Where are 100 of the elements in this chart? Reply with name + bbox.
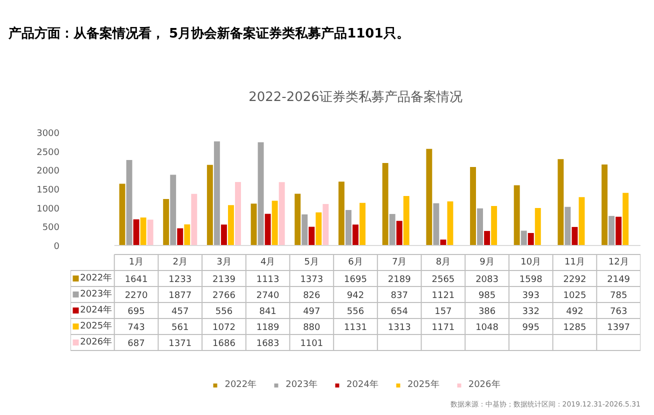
data-label: 1641 — [124, 275, 148, 285]
bar — [294, 194, 301, 246]
data-label: 1113 — [256, 275, 280, 285]
bar — [447, 201, 454, 246]
bar — [272, 200, 278, 246]
bar — [564, 206, 571, 246]
data-label: 1121 — [432, 291, 455, 301]
text: 2025年 — [407, 380, 440, 390]
bar — [206, 164, 213, 246]
data-label: 1686 — [212, 339, 236, 349]
data-label: 1371 — [168, 339, 192, 349]
data-label: 497 — [303, 307, 320, 317]
y-tick-label: 0 — [54, 242, 60, 252]
data-label: 1373 — [300, 275, 324, 285]
x-tick-label: 9月 — [480, 258, 494, 268]
data-label: 1598 — [519, 275, 543, 285]
bar — [191, 194, 198, 246]
data-label: 556 — [346, 307, 364, 317]
data-label: 1048 — [476, 323, 499, 333]
data-label: 841 — [259, 307, 276, 317]
legend-label: 2023年 — [80, 288, 112, 300]
bar — [163, 199, 170, 246]
text: 2022年 — [224, 380, 257, 390]
data-label: 2149 — [607, 275, 630, 285]
bar — [514, 185, 520, 246]
data-label: 386 — [478, 307, 496, 317]
data-label: 1285 — [563, 323, 586, 333]
x-tick-label: 1月 — [128, 258, 144, 268]
x-tick-label: 5月 — [304, 258, 320, 268]
bar — [528, 232, 534, 246]
legend-label: 2025年 — [80, 320, 112, 332]
bar — [316, 212, 322, 246]
bar — [572, 226, 578, 246]
data-label: 2292 — [563, 275, 586, 285]
x-tick-label: 3月 — [216, 258, 232, 268]
data-label: 1131 — [344, 323, 367, 333]
chart-title: 2022-2026证券类私募产品备案情况 — [248, 89, 462, 105]
legend-label: 2024年 — [80, 304, 112, 316]
bar — [322, 204, 329, 246]
data-label: 985 — [478, 291, 496, 301]
bar — [170, 174, 176, 246]
data-label: 157 — [434, 307, 452, 317]
bar — [264, 214, 271, 246]
bar — [426, 148, 432, 246]
text: 产品方面：从备案情况看， 5月协会新备案证券类私募产品1101只。 — [8, 26, 410, 42]
bar — [433, 203, 440, 246]
x-tick-label: 10月 — [520, 258, 542, 268]
data-label: 2083 — [476, 275, 498, 285]
data-label: 1189 — [256, 323, 280, 333]
text: 2023年 — [286, 380, 318, 390]
data-label: 1233 — [168, 275, 192, 285]
bar — [119, 184, 126, 246]
x-tick-label: 2月 — [172, 258, 188, 268]
data-label: 1313 — [388, 323, 411, 333]
x-tick-label: 8月 — [436, 258, 451, 268]
data-label: 1025 — [563, 291, 586, 301]
data-label: 743 — [128, 323, 145, 333]
data-label: 561 — [172, 323, 189, 333]
bar — [389, 214, 396, 246]
data-label: 1072 — [212, 323, 236, 333]
data-label: 942 — [346, 291, 364, 301]
y-tick-label: 2500 — [36, 148, 60, 158]
bar — [214, 141, 220, 246]
legend-label: 2026年 — [80, 336, 112, 348]
legend-label: 2022年 — [80, 272, 112, 284]
data-label: 2189 — [388, 275, 412, 285]
y-tick-label: 2000 — [36, 166, 60, 177]
data-label: 695 — [128, 307, 145, 317]
data-label: 995 — [522, 323, 540, 333]
bar — [133, 219, 140, 246]
bar — [470, 167, 476, 246]
bar — [484, 230, 490, 246]
data-label: 2270 — [124, 291, 148, 301]
bar — [278, 182, 285, 246]
bar — [491, 206, 498, 246]
data-label: 826 — [303, 291, 321, 301]
text: 2024年 — [346, 380, 378, 390]
x-tick-label: 6月 — [348, 258, 363, 268]
data-label: 880 — [303, 323, 321, 333]
bar — [578, 197, 585, 246]
bar — [608, 216, 615, 246]
bar — [602, 164, 608, 246]
bar — [616, 216, 622, 246]
data-label: 763 — [610, 307, 628, 317]
bar — [302, 214, 308, 246]
x-tick-label: 12月 — [608, 258, 629, 268]
data-label: 1695 — [344, 275, 367, 285]
data-label: 492 — [566, 307, 584, 317]
data-label: 1877 — [168, 291, 192, 301]
text: 2026年 — [468, 380, 500, 390]
data-label: 393 — [522, 291, 540, 301]
bar — [235, 182, 241, 246]
data-label: 2740 — [256, 291, 280, 301]
bar — [338, 182, 344, 246]
data-label: 2565 — [432, 275, 455, 285]
bar — [140, 218, 146, 246]
bar — [477, 208, 484, 246]
data-label: 654 — [390, 307, 408, 317]
data-label: 837 — [390, 291, 408, 301]
bar — [228, 205, 234, 246]
